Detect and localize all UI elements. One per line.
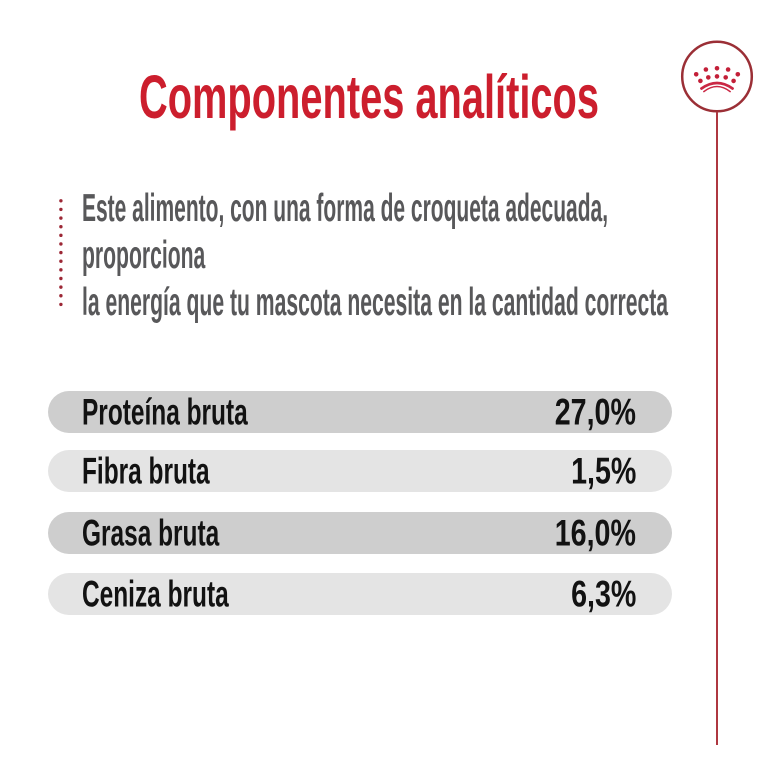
row-value: 27,0%	[555, 391, 637, 433]
row-value: 1,5%	[571, 450, 637, 492]
dotted-accent-line	[58, 199, 63, 307]
royal-canin-crown-logo	[680, 40, 754, 113]
table-row: Grasa bruta 16,0%	[48, 512, 672, 554]
row-label: Ceniza bruta	[82, 573, 229, 615]
table-row: Fibra bruta 1,5%	[48, 450, 672, 492]
page-title: Componentes analíticos	[138, 63, 600, 131]
row-label: Proteína bruta	[82, 391, 248, 433]
row-value: 6,3%	[571, 573, 637, 615]
intro-paragraph: Este alimento, con una forma de croqueta…	[82, 185, 780, 326]
intro-line-2: proporciona	[82, 234, 206, 277]
table-row: Ceniza bruta 6,3%	[48, 573, 672, 615]
row-value: 16,0%	[555, 512, 637, 554]
row-label: Fibra bruta	[82, 450, 210, 492]
vertical-accent-line	[715, 112, 718, 745]
row-label: Grasa bruta	[82, 512, 220, 554]
intro-line-1: Este alimento, con una forma de croqueta…	[82, 187, 609, 230]
table-row: Proteína bruta 27,0%	[48, 391, 672, 433]
intro-line-3: la energía que tu mascota necesita en la…	[82, 281, 669, 324]
